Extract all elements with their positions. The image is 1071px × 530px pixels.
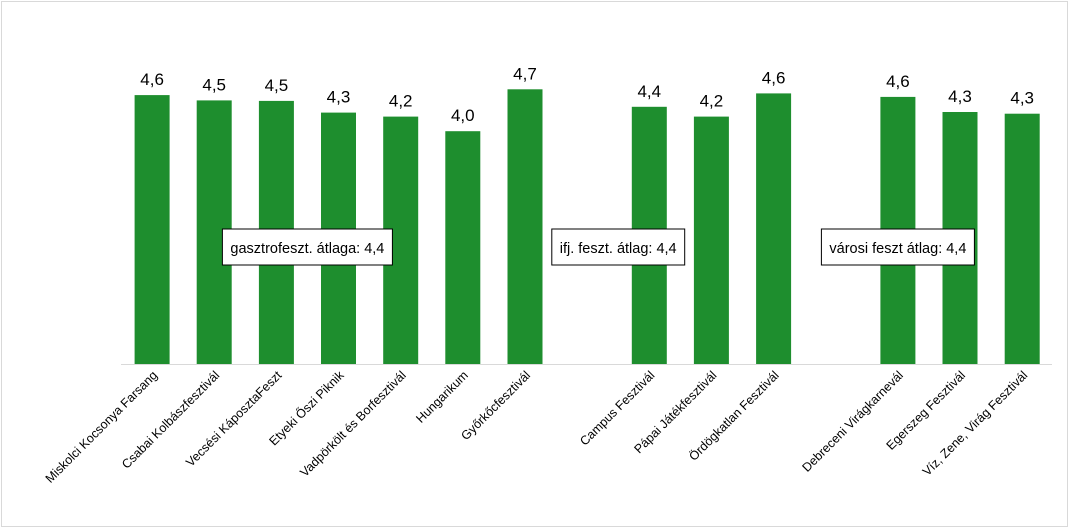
group-average-box [820,228,975,266]
data-label: 4,6 [886,72,910,91]
group-average-label: gasztrofeszt. átlaga: 4,4 [230,241,384,257]
category-label: Víz, Zene, Virág Fesztivál [920,368,1030,478]
bar [134,95,170,364]
group-average-label: városi feszt átlag: 4,4 [829,241,966,257]
data-label: 4,0 [451,106,475,125]
bar [1004,113,1040,364]
data-label: 4,5 [265,76,289,95]
group-average-box [221,228,393,266]
bar [693,116,729,364]
data-label: 4,2 [700,92,724,111]
data-label: 4,5 [202,75,226,94]
bar [756,93,792,365]
category-label: Hungarikum [413,368,471,426]
category-label: Vadpörkölt és Borfesztivál [297,368,408,479]
data-label: 4,6 [140,70,164,89]
data-label: 4,7 [513,64,537,83]
bar [445,131,481,364]
data-label: 4,6 [762,68,786,87]
group-average-label: ifj. feszt. átlag: 4,4 [560,241,677,257]
data-label: 4,3 [1010,89,1034,108]
data-label: 4,3 [948,87,972,106]
category-label: Miskolci Kocsonya Farsang [43,368,161,486]
group-average-box [551,228,686,266]
data-label: 4,2 [389,92,413,111]
category-label: Debreceni Virágkarnevál [799,368,906,475]
bar [507,89,543,365]
data-label: 4,4 [637,82,661,101]
data-label: 4,3 [327,88,351,107]
